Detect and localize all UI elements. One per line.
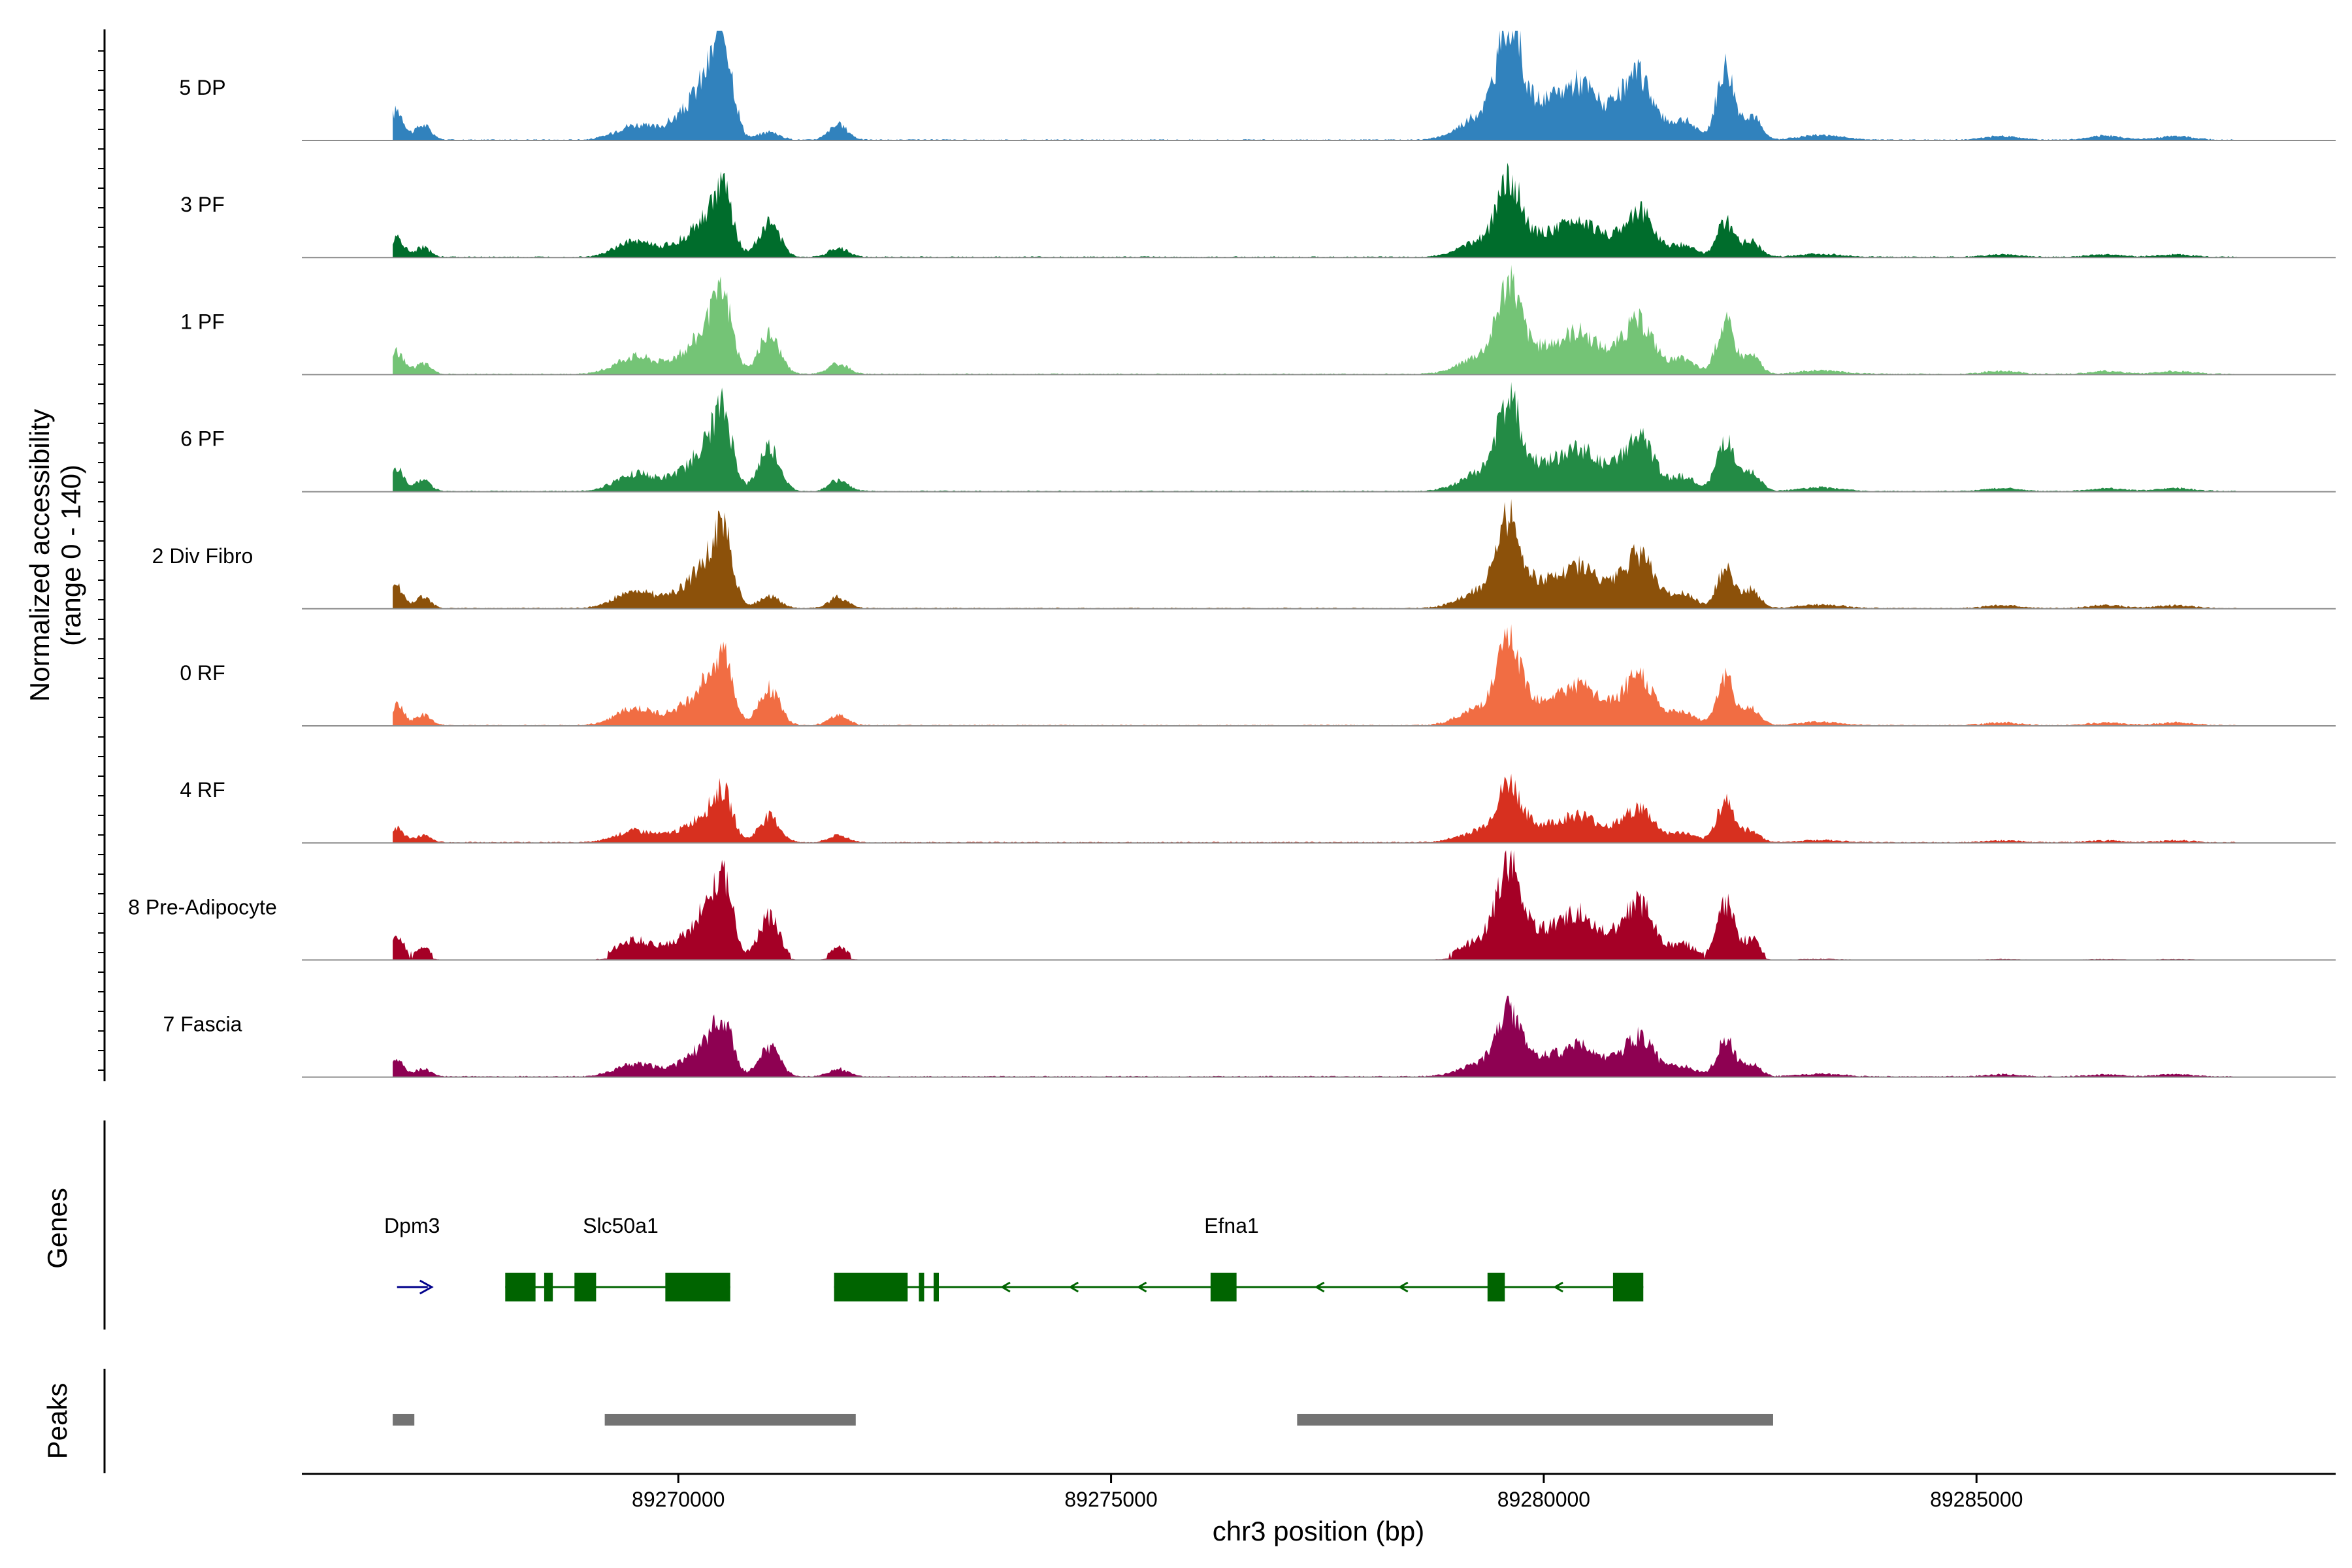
x-tick-label: 89270000 (632, 1488, 725, 1511)
peaks-title: Peaks (42, 1383, 73, 1460)
gene-annotations: Dpm3 Slc50a1 Efna1 (384, 1214, 1644, 1301)
gene-exon (1612, 1273, 1644, 1301)
track-label: 8 Pre-Adipocyte (128, 895, 277, 919)
x-tick-label: 89280000 (1497, 1488, 1590, 1511)
track-label: 5 DP (179, 76, 225, 99)
coverage-tracks: 5 DP 3 PF 1 PF 6 PF 2 Div Fibro 0 RF 4 RF 8 Pre… (128, 31, 2336, 1078)
gene-exon (544, 1273, 553, 1301)
genes-panel-title: Genes (42, 1188, 73, 1269)
gene-exon (574, 1273, 596, 1301)
coverage-area (393, 382, 2237, 492)
x-axis-title: chr3 position (bp) (1213, 1516, 1425, 1546)
x-axis-ticks: 89270000 89275000 89280000 89285000 (632, 1474, 2023, 1511)
genes-title: Genes (42, 1188, 73, 1269)
peak-region (604, 1414, 856, 1426)
coverage-area (393, 498, 2237, 609)
gene-exon (1210, 1273, 1237, 1301)
gene-strand-chevron (1000, 1281, 1011, 1293)
gene-label: Dpm3 (384, 1214, 440, 1237)
coverage-area (393, 850, 2237, 960)
gene-strand-chevron (1068, 1281, 1079, 1293)
peak-regions (393, 1414, 1773, 1426)
gene-label: Efna1 (1204, 1214, 1259, 1237)
y-axis-title-line1: Normalized accessibility (24, 409, 55, 702)
gene-exon (665, 1273, 730, 1301)
gene-strand-chevron (1553, 1281, 1563, 1293)
gene-exon (934, 1273, 939, 1301)
coverage-area (393, 265, 2237, 375)
track-label: 2 Div Fibro (152, 544, 253, 568)
peak-region (1297, 1414, 1773, 1426)
coverage-area (393, 774, 2237, 843)
x-tick-label: 89285000 (1930, 1488, 2023, 1511)
peaks-panel-title: Peaks (42, 1383, 73, 1460)
gene-strand-arrow (419, 1279, 434, 1295)
gene-label: Slc50a1 (583, 1214, 659, 1237)
coverage-area (393, 31, 2237, 140)
x-tick-label: 89275000 (1064, 1488, 1157, 1511)
track-label: 3 PF (180, 193, 225, 216)
y-axis-title-line2: (range 0 - 140) (56, 465, 86, 646)
coverage-area (393, 163, 2237, 258)
y-axis-ticks (98, 50, 105, 1071)
gene-exon (505, 1273, 536, 1301)
gene-strand-chevron (1314, 1281, 1325, 1293)
coverage-area (393, 624, 2237, 726)
track-label: 1 PF (180, 310, 225, 333)
coverage-area (393, 996, 2237, 1077)
gene-exon (834, 1273, 908, 1301)
peak-region (393, 1414, 415, 1426)
track-label: 0 RF (180, 661, 225, 685)
gene-exon (919, 1273, 924, 1301)
y-axis-title: Normalized accessibility (range 0 - 140) (24, 409, 86, 702)
track-label: 7 Fascia (163, 1013, 242, 1036)
track-label: 4 RF (180, 778, 225, 802)
gene-exon (1487, 1273, 1505, 1301)
track-label: 6 PF (180, 427, 225, 451)
gene-strand-chevron (1136, 1281, 1147, 1293)
gene-strand-chevron (1397, 1281, 1409, 1293)
